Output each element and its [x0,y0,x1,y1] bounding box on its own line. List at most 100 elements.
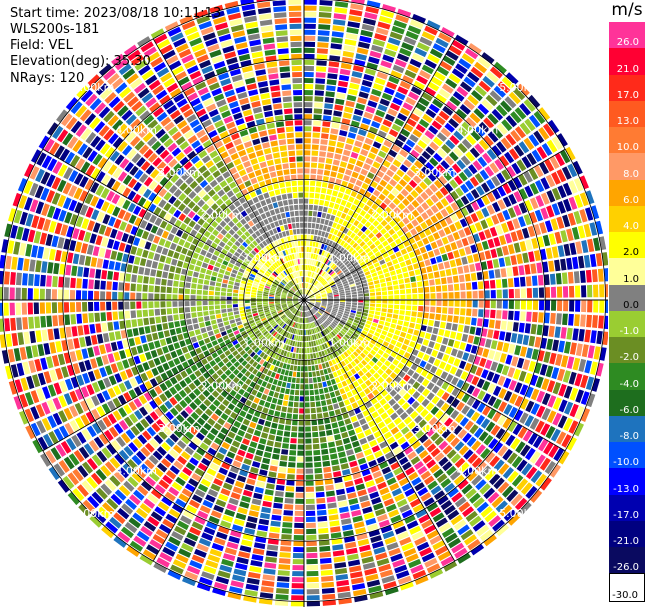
range-gate [334,277,340,282]
range-gate [123,445,134,457]
range-gate [346,391,353,398]
range-gate [526,288,532,298]
range-gate [128,255,135,264]
range-gate [490,248,498,259]
range-gate [305,330,308,335]
range-gate [304,336,307,342]
range-gate [447,487,459,498]
range-gate [402,365,410,373]
range-gate [590,330,597,344]
range-gate [339,161,348,168]
range-gate [331,312,337,316]
range-gate [362,312,368,317]
range-gate [356,238,363,244]
range-gate [419,360,427,368]
range-gate [500,320,507,330]
range-gate [371,445,381,453]
range-gate [310,396,315,402]
range-gate [306,601,320,607]
range-gate [159,338,167,347]
range-gate [312,322,316,327]
range-gate [575,405,585,420]
range-gate [422,423,432,433]
range-gate [98,433,109,445]
range-gate [368,360,375,367]
range-gate [334,258,340,264]
range-gate [19,347,27,360]
range-gate [332,337,338,343]
range-gate [142,430,152,441]
range-gate [230,323,237,328]
range-gate [536,146,548,160]
range-gate [494,269,501,278]
range-gate [346,262,352,268]
range-gate [165,337,173,345]
range-gate [374,402,382,410]
range-gate [369,491,380,500]
range-gate [506,489,519,502]
range-gate [445,100,458,112]
range-gate [301,318,304,323]
range-gate [575,343,583,357]
range-gate [179,340,186,348]
range-gate [375,328,382,334]
range-gate [373,115,383,123]
range-gate [113,351,121,362]
range-gate [267,477,276,484]
range-gate [145,414,154,425]
range-gate [337,348,343,355]
range-gate [293,316,297,321]
range-gate [393,467,403,476]
range-gate [392,334,399,341]
range-gate [304,240,307,246]
range-gate [478,431,489,442]
range-gate [511,474,524,487]
range-gate [357,248,364,254]
range-gate [360,149,369,157]
range-gate [394,384,402,393]
range-gate [126,329,133,338]
range-gate [428,103,440,114]
range-gate [377,104,388,112]
range-gate [545,300,551,311]
range-gate [410,189,419,199]
range-gate [320,263,325,269]
range-gate [504,256,512,266]
range-gate [325,335,330,341]
range-gate [379,236,386,243]
range-gate [368,329,375,335]
range-gate [370,268,376,274]
range-gate [317,261,321,267]
range-gate [406,346,414,354]
range-gate [80,386,90,398]
range-gate [384,321,391,327]
range-gate [295,504,304,510]
range-gate [412,569,427,580]
range-gate [339,426,347,433]
range-gate [413,80,426,90]
range-gate [418,514,431,524]
range-gate [95,184,105,196]
range-gate [371,356,379,364]
range-gate [585,376,595,391]
range-gate [442,307,448,314]
range-gate [377,270,383,276]
range-gate [533,110,546,125]
range-gate [379,316,386,321]
range-gate [253,327,259,333]
range-gate [326,496,336,503]
range-gate [197,278,204,284]
range-gate [107,387,116,399]
range-gate [90,472,103,485]
range-gate [371,258,378,264]
range-gate [304,23,316,29]
range-gate [400,188,409,197]
range-gate [192,252,199,259]
range-gate [276,306,282,309]
range-gate [349,267,355,273]
range-gate [326,276,332,281]
range-gate [337,313,343,317]
range-gate [493,351,501,362]
range-gate [313,383,318,389]
range-gate [280,369,286,375]
